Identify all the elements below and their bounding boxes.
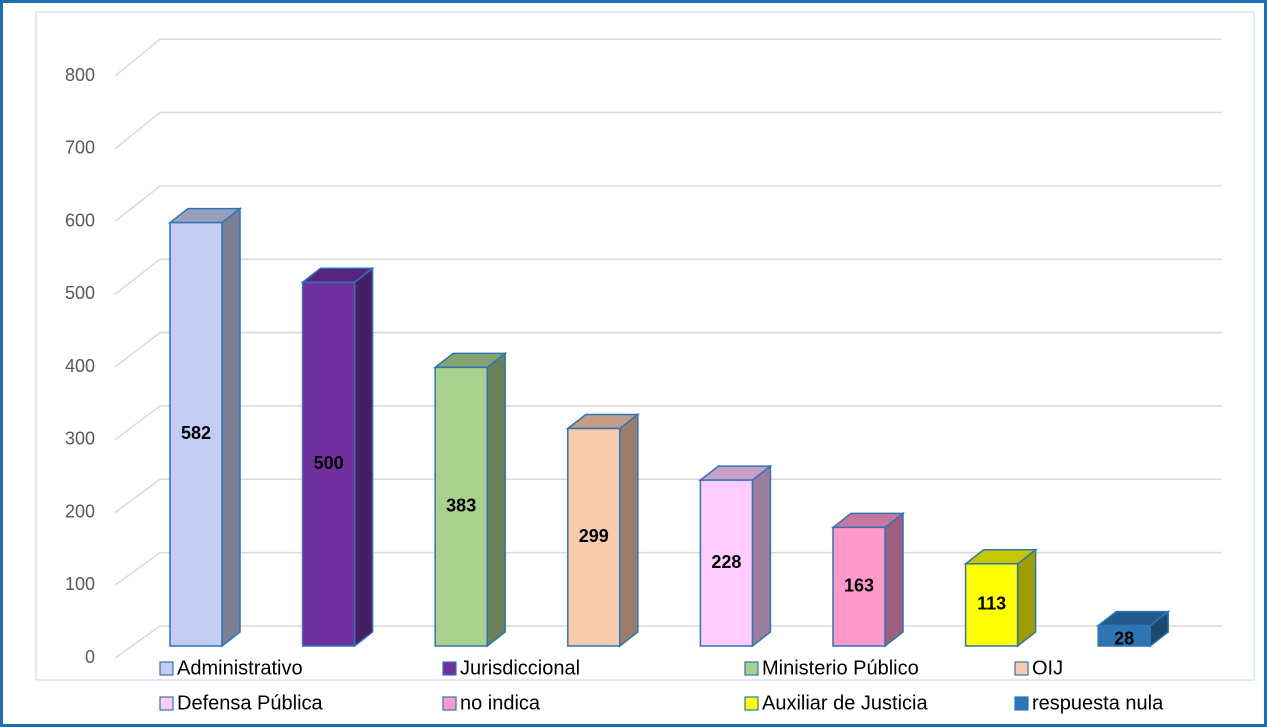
bar-front xyxy=(567,427,621,647)
legend-swatch xyxy=(744,661,759,676)
data-label: 582 xyxy=(181,423,211,443)
bar xyxy=(433,351,508,648)
data-label: 228 xyxy=(711,552,741,572)
bar xyxy=(963,548,1038,648)
grid-line xyxy=(114,38,1222,77)
y-tick-label: 500 xyxy=(65,283,95,303)
legend-swatch xyxy=(744,696,759,711)
bar-side xyxy=(751,464,772,648)
legend-swatch xyxy=(1014,661,1029,676)
y-tick-label: 800 xyxy=(65,65,95,85)
legend-label: Jurisdiccional xyxy=(460,657,580,679)
y-tick-label: 600 xyxy=(65,210,95,230)
grid-line xyxy=(114,405,1222,441)
bar-side xyxy=(1016,548,1037,648)
legend-label: Defensa Pública xyxy=(177,692,324,714)
data-label: 28 xyxy=(1114,629,1134,649)
legend-swatch xyxy=(1014,696,1029,711)
bar-front xyxy=(1097,624,1151,647)
grid-line xyxy=(114,331,1222,368)
data-label: 383 xyxy=(446,495,476,515)
y-tick-label: 300 xyxy=(65,429,95,449)
data-label: 500 xyxy=(314,453,344,473)
y-tick-label: 200 xyxy=(65,501,95,521)
legend-swatch xyxy=(159,661,174,676)
grid-line xyxy=(114,111,1222,150)
bar-front xyxy=(832,526,886,647)
y-tick-label: 700 xyxy=(65,138,95,158)
legend-swatch xyxy=(159,696,174,711)
bar-side xyxy=(353,266,374,648)
legend-label: OIJ xyxy=(1032,657,1063,679)
bar-front xyxy=(699,479,754,647)
grid-line xyxy=(114,185,1222,223)
bar xyxy=(830,511,906,648)
y-tick-label: 400 xyxy=(65,356,95,376)
bar xyxy=(300,266,375,648)
data-label: 113 xyxy=(977,594,1006,614)
grid-line xyxy=(114,478,1222,514)
bar xyxy=(1096,610,1171,648)
bar-side xyxy=(884,511,904,648)
bar xyxy=(698,464,773,648)
bar xyxy=(167,207,243,648)
legend-label: respuesta nula xyxy=(1032,692,1164,714)
legend-label: Auxiliar de Justicia xyxy=(762,692,929,714)
legend-label: Ministerio Público xyxy=(762,657,919,679)
bar xyxy=(565,412,640,648)
legend-swatch xyxy=(442,696,457,711)
bar-front xyxy=(301,281,356,647)
bar-front xyxy=(434,366,488,647)
bar-side xyxy=(486,351,506,648)
legend-swatch xyxy=(442,661,457,676)
bar-side xyxy=(221,207,241,648)
bar-side xyxy=(619,412,639,648)
plot-frame xyxy=(35,11,1255,681)
data-label: 163 xyxy=(844,575,874,595)
data-label: 299 xyxy=(579,526,609,546)
bar-front xyxy=(169,221,223,647)
legend-label: no indica xyxy=(460,692,541,714)
grid-line xyxy=(114,258,1222,295)
bar-front xyxy=(964,563,1019,647)
legend-label: Administrativo xyxy=(177,657,303,679)
y-tick-label: 100 xyxy=(65,574,95,594)
y-tick-label: 0 xyxy=(85,647,95,667)
